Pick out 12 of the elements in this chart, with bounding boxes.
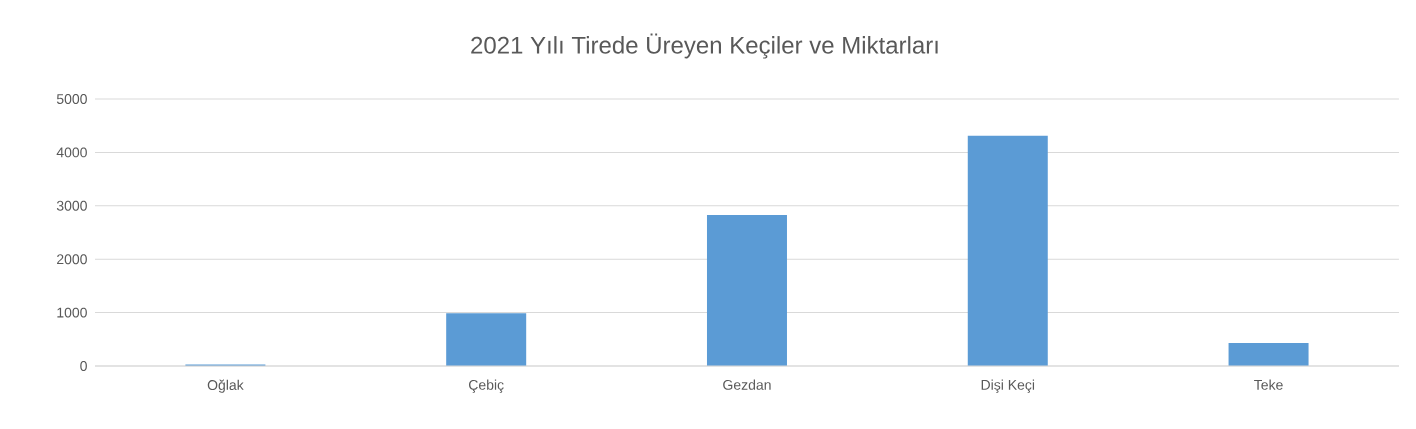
y-tick-label: 0: [80, 361, 87, 371]
y-tick-label: 4000: [56, 147, 87, 158]
x-tick-label: Teke: [1254, 379, 1283, 390]
chart-title: 2021 Yılı Tirede Üreyen Keçiler ve Miktarları: [471, 33, 938, 59]
y-tick-label: 5000: [56, 94, 87, 104]
y-tick-label: 2000: [57, 254, 87, 265]
x-tick-label: Gezdan: [723, 379, 771, 390]
x-tick-label: Oğlak: [207, 379, 244, 393]
x-tick-label: Çebiç: [469, 379, 504, 393]
x-tick-label: Dişi Keçi: [981, 379, 1035, 393]
y-tick-label: 3000: [56, 200, 87, 211]
y-tick-label: 1000: [57, 307, 87, 318]
